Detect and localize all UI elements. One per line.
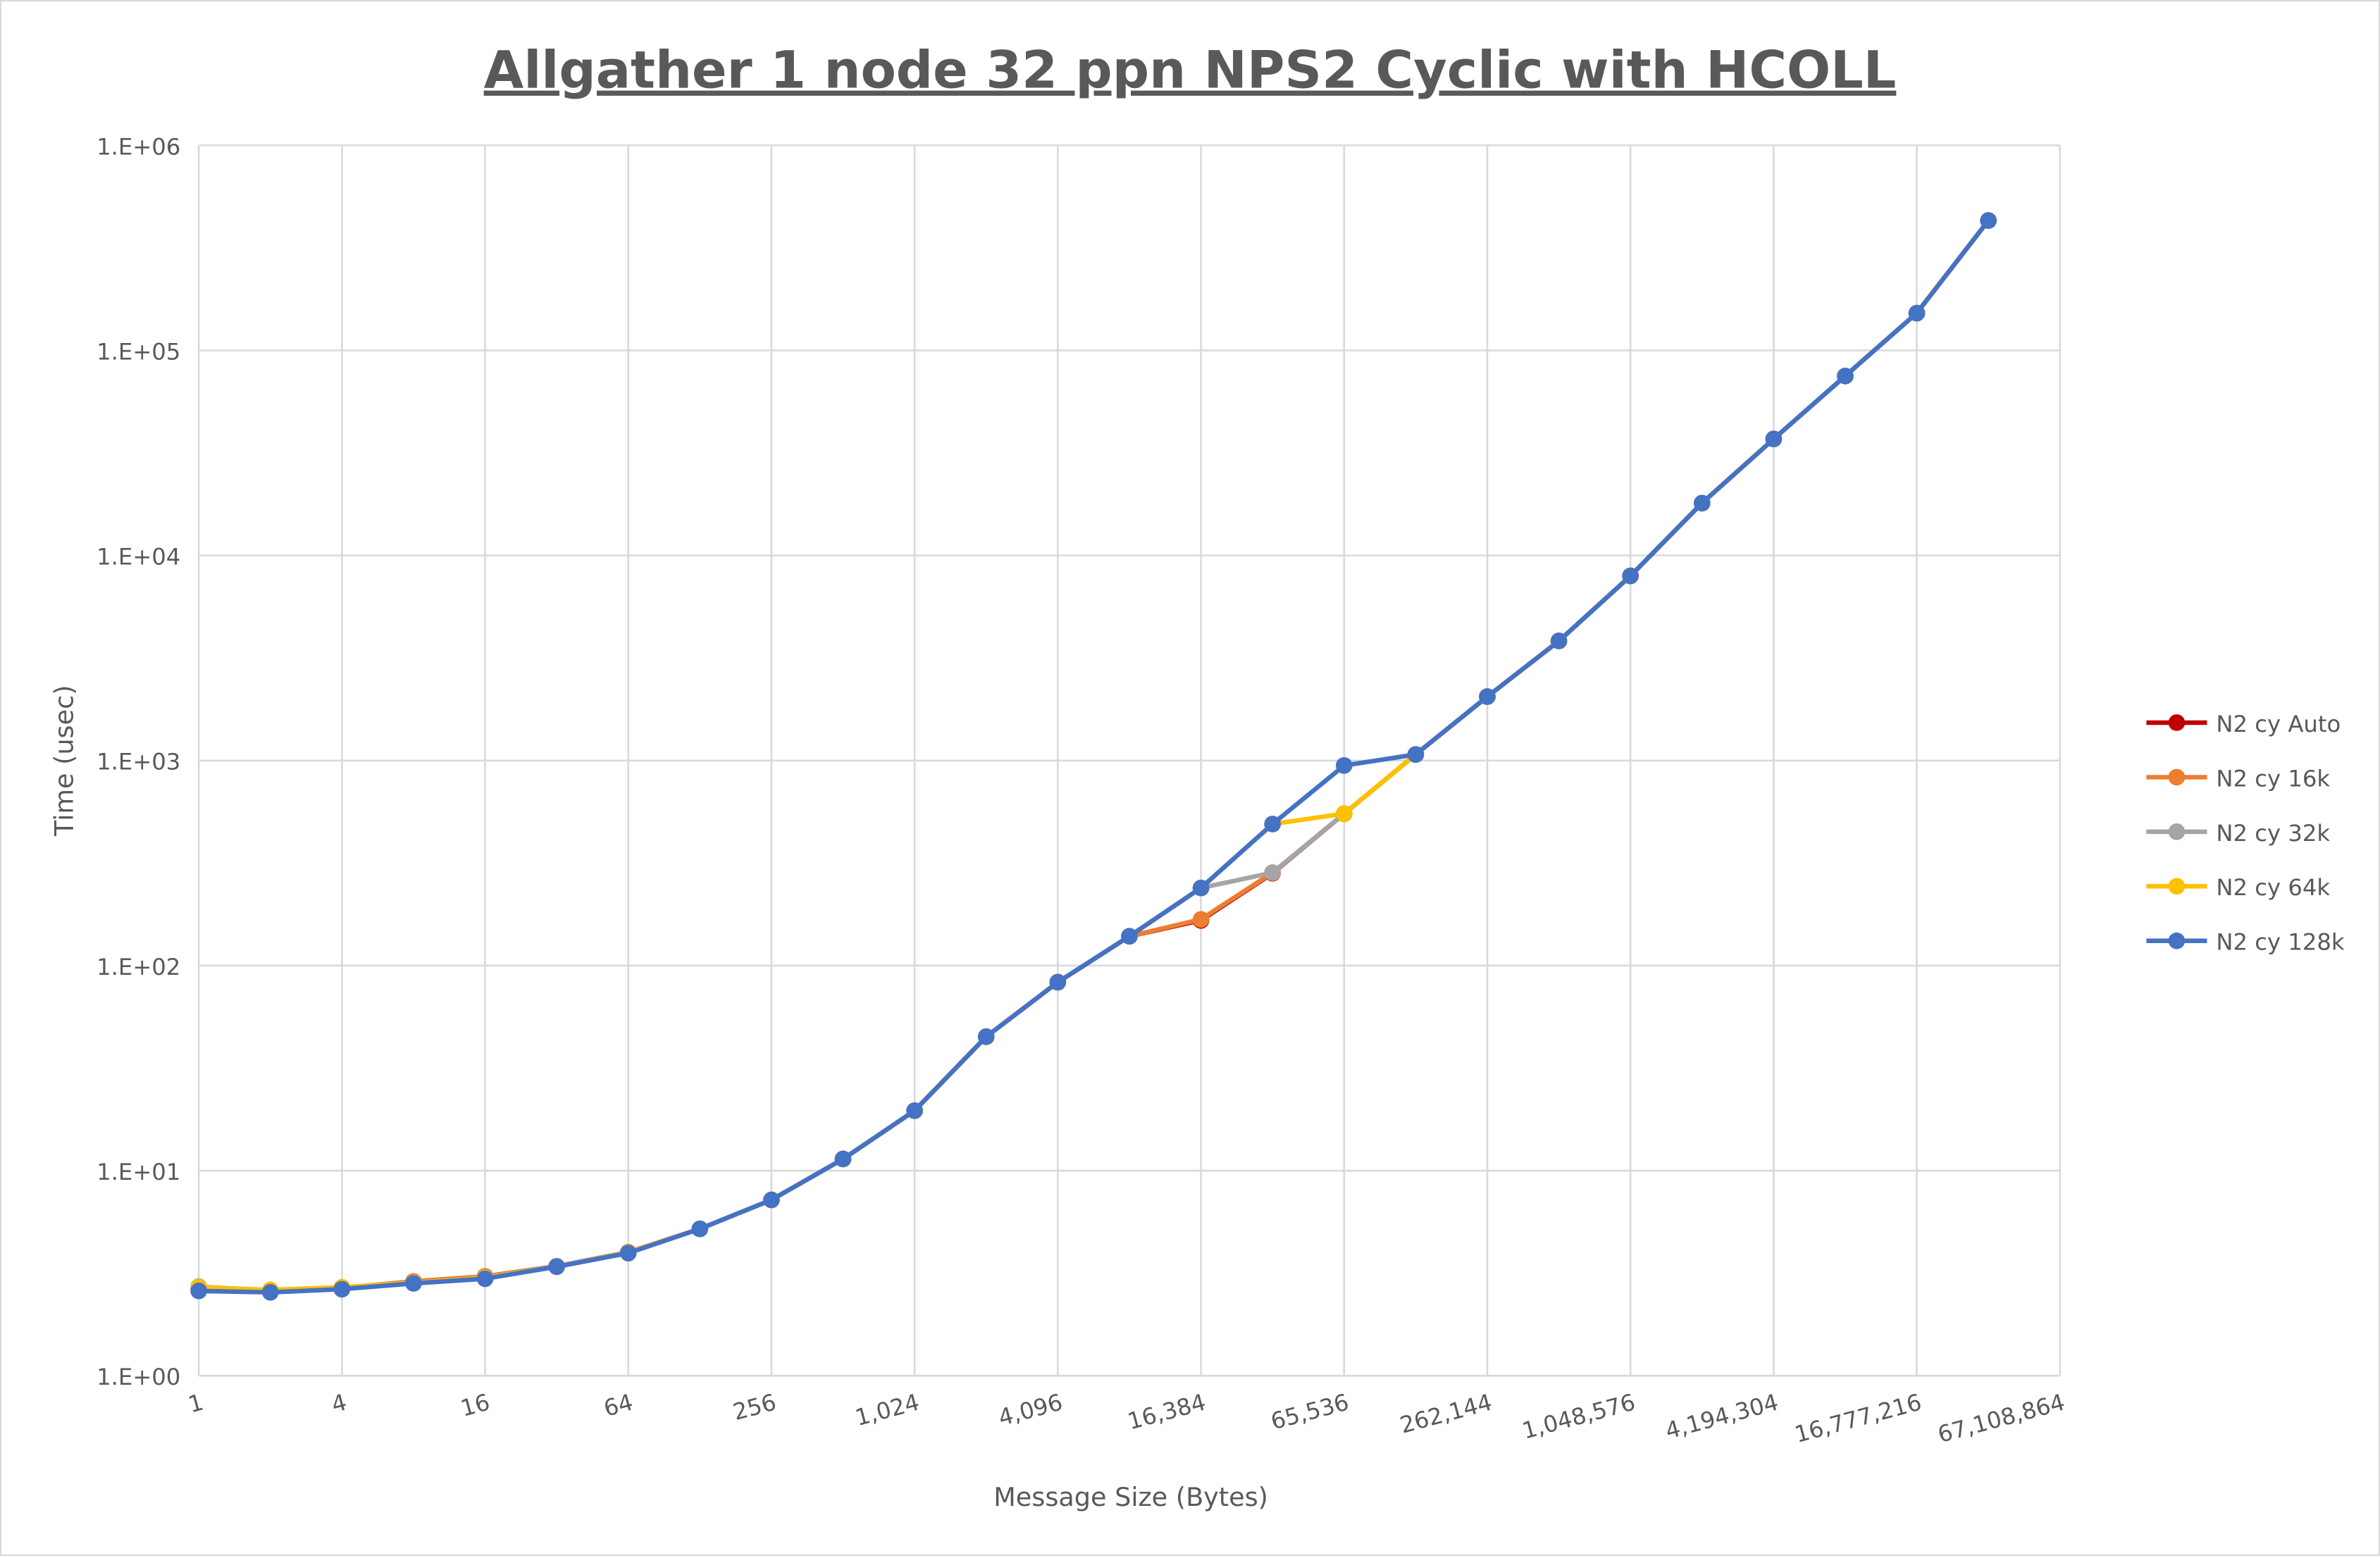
data-point [1192, 879, 1210, 897]
data-point [476, 1270, 494, 1288]
series-line [198, 219, 1990, 1292]
legend-label: N2 cy Auto [2216, 711, 2341, 737]
legend-marker-icon [2168, 932, 2186, 949]
legend-label: N2 cy 128k [2216, 929, 2345, 956]
y-tick-label: 1.E+01 [97, 1159, 180, 1185]
data-point [333, 1280, 351, 1298]
series-lines [190, 212, 1997, 1301]
data-point [1049, 973, 1067, 991]
data-point [548, 1258, 565, 1276]
x-tick-label: 16,777,216 [1792, 1389, 1924, 1448]
x-tick-label: 262,144 [1397, 1389, 1495, 1439]
x-tick-label: 64 [601, 1389, 636, 1422]
x-tick-label: 16,384 [1124, 1389, 1208, 1435]
gridlines [197, 144, 2062, 1377]
legend-item: N2 cy 32k [2146, 820, 2330, 847]
series-line [199, 219, 1990, 1293]
series-n2-cy-32k [190, 212, 1997, 1300]
legend-item: N2 cy Auto [2146, 711, 2341, 737]
x-tick-label: 67,108,864 [1935, 1389, 2067, 1448]
data-point [1479, 688, 1496, 705]
chart-title: Allgather 1 node 32 ppn NPS2 Cyclic with… [484, 41, 1897, 101]
legend-marker-icon [2168, 714, 2186, 731]
data-point [1335, 805, 1353, 823]
legend-label: N2 cy 16k [2216, 765, 2330, 792]
data-point [1908, 304, 1926, 322]
data-point [1622, 567, 1640, 585]
x-tick-label: 65,536 [1268, 1389, 1352, 1435]
legend-item: N2 cy 64k [2146, 874, 2330, 901]
legend: N2 cy Auto N2 cy 16k N2 cy 32k N2 cy 64k N2 … [2146, 711, 2345, 956]
series-line [199, 219, 1990, 1295]
x-tick-label: 4 [328, 1389, 349, 1419]
data-point [1121, 928, 1138, 945]
y-tick-label: 1.E+04 [97, 544, 180, 571]
y-tick-label: 1.E+05 [97, 338, 180, 365]
x-tick-label: 4,194,304 [1663, 1389, 1781, 1445]
x-axis-label: Message Size (Bytes) [993, 1482, 1268, 1512]
data-point [261, 1283, 279, 1301]
legend-marker-icon [2168, 768, 2186, 786]
data-point [1192, 911, 1210, 928]
y-tick-label: 1.E+02 [97, 954, 180, 980]
x-tick-label: 16 [458, 1389, 492, 1422]
legend-item: N2 cy 16k [2146, 765, 2330, 792]
data-point [691, 1220, 709, 1238]
legend-label: N2 cy 32k [2216, 820, 2330, 847]
legend-marker-icon [2168, 823, 2186, 840]
y-tick-label: 1.E+03 [97, 749, 180, 775]
data-point [1264, 816, 1281, 833]
data-point [1550, 632, 1568, 649]
data-point [1264, 864, 1281, 881]
series-n2-cy-16k [190, 212, 1997, 1300]
series-n2-cy-auto [190, 212, 1997, 1300]
x-tick-label: 4,096 [996, 1389, 1065, 1432]
legend-item: N2 cy 128k [2146, 929, 2345, 956]
x-tick-label: 256 [730, 1389, 779, 1426]
data-point [619, 1245, 637, 1261]
series-n2-cy-64k [190, 212, 1997, 1299]
data-point [834, 1150, 852, 1168]
series-line [198, 219, 1990, 1293]
y-tick-label: 1.E+06 [97, 133, 180, 160]
y-axis-label: Time (usec) [49, 685, 80, 837]
x-tick-label: 1,024 [853, 1389, 922, 1432]
data-point [906, 1102, 923, 1119]
x-tick-label: 1,048,576 [1519, 1389, 1637, 1445]
legend-marker-icon [2168, 878, 2186, 895]
data-point [1693, 494, 1711, 512]
data-point [405, 1275, 422, 1292]
data-point [763, 1191, 780, 1209]
x-tick-labels: 1 4 16 64 256 1,024 4,096 16,384 65,536 262,144 1,… [185, 1389, 2067, 1448]
data-point [977, 1028, 995, 1045]
data-point [1837, 368, 1854, 385]
data-point [190, 1282, 207, 1300]
series-n2-cy-128k [190, 212, 1997, 1301]
y-tick-label: 1.E+00 [97, 1364, 180, 1390]
legend-label: N2 cy 64k [2216, 874, 2330, 901]
data-point [1980, 212, 1997, 229]
data-point [1335, 756, 1353, 774]
data-point [1407, 746, 1425, 764]
y-tick-labels: 1.E+00 1.E+01 1.E+02 1.E+03 1.E+04 1.E+05 1.E+… [97, 133, 180, 1390]
data-point [1765, 430, 1783, 448]
series-line [199, 219, 1990, 1293]
x-tick-label: 1 [185, 1389, 206, 1419]
